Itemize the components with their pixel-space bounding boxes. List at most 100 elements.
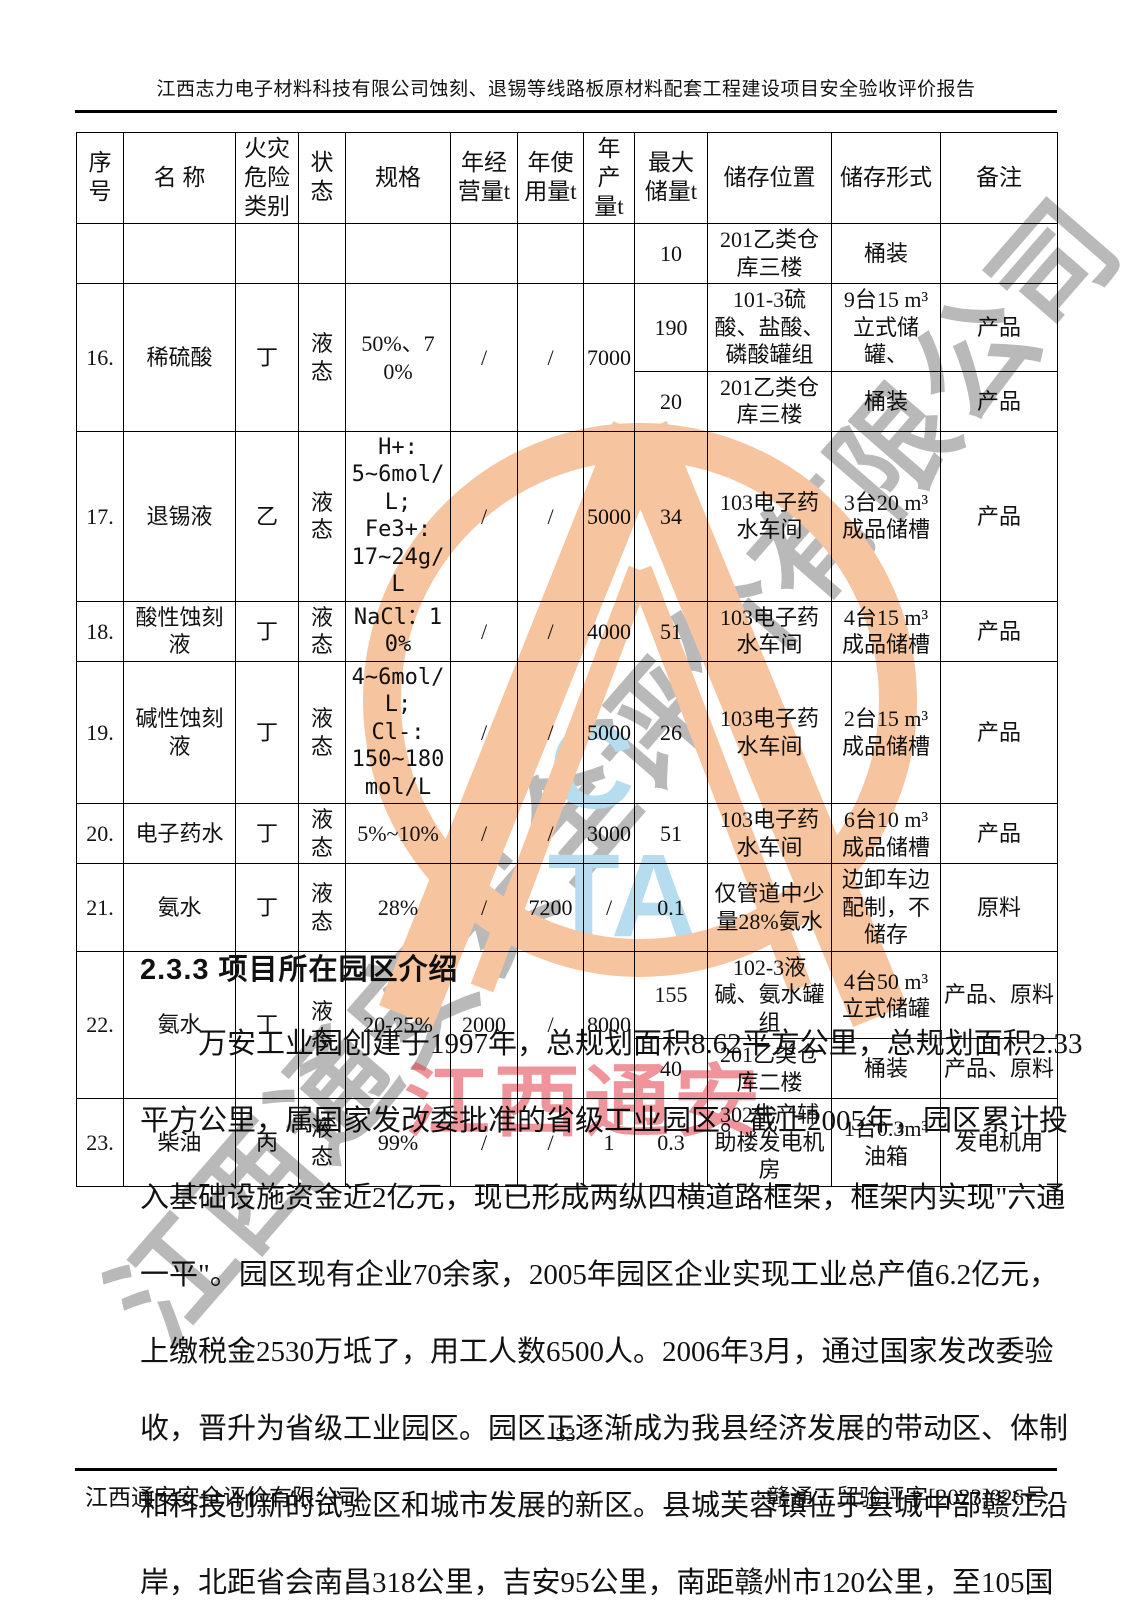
table-row: 21. 氨水丁液态 28%/7200/0.1 仅管道中少量28%氨水 边卸车边配制，不储… bbox=[76, 863, 1058, 952]
table-row: 10 201乙类仓库三楼 桶装 bbox=[76, 223, 1058, 285]
table-cell: 190 bbox=[634, 283, 708, 372]
column-header: 备注 bbox=[940, 131, 1058, 225]
table-cell: 丙 bbox=[235, 1098, 299, 1187]
table-cell: 液态 bbox=[298, 600, 346, 662]
table-cell: 19. bbox=[76, 660, 124, 805]
table-row: 16. 稀硫酸丁液态 50%、70% //7000 190 101-3硫酸、盐酸、磷酸罐组… bbox=[76, 283, 1058, 432]
table-cell: 碱性蚀刻液 bbox=[123, 660, 236, 805]
table-row: 18. 酸性蚀刻液丁液态 NaCl：10% //4000 51 103电子药水车间 4台15… bbox=[76, 600, 1058, 662]
table-cell: 乙 bbox=[235, 430, 299, 602]
table-cell: 丁 bbox=[235, 660, 299, 805]
table-cell: 10 bbox=[634, 223, 708, 285]
table-cell: 柴油 bbox=[123, 1098, 236, 1187]
table-row: 19. 碱性蚀刻液丁液态 4~6mol/L; Cl-: 150~180mol/L / /… bbox=[76, 660, 1058, 805]
body-line: 岸，北距省会南昌318公里，吉安95公里，南距赣州市120公里，至105国 bbox=[140, 1567, 1054, 1599]
column-header: 年经营量t bbox=[450, 131, 518, 225]
column-header: 序号 bbox=[76, 131, 124, 225]
table-cell: 103电子药水车间 bbox=[707, 430, 832, 602]
table-cell: 产品 bbox=[940, 283, 1058, 372]
table-cell: / bbox=[450, 600, 518, 662]
table-cell: 201乙类仓库二楼 bbox=[707, 1038, 832, 1100]
footer-doc-number: 赣通工贸验评字[2023]026号 bbox=[767, 1485, 1047, 1510]
column-header: 年使用量t bbox=[517, 131, 584, 225]
table-cell: 20 bbox=[634, 370, 708, 432]
table-cell bbox=[235, 223, 299, 285]
table-cell: 1台0.3m³油箱 bbox=[831, 1098, 941, 1187]
table-cell: 103电子药水车间 bbox=[707, 660, 832, 805]
page-number: 33 bbox=[555, 1424, 576, 1446]
table-cell: 4000 bbox=[583, 600, 635, 662]
body-line: 上缴税金2530万坻了，用工人数6500人。2006年3月，通过国家发改委验 bbox=[140, 1336, 1054, 1368]
table-cell: 退锡液 bbox=[123, 430, 236, 602]
page-footer: 江西通安安全评价有限公司 赣通工贸验评字[2023]026号 bbox=[85, 1478, 1047, 1512]
table-row: 17. 退锡液乙液态 H+: 5~6mol/L; Fe3+: 17~24g/L //5… bbox=[76, 430, 1058, 602]
table-cell: 34 bbox=[634, 430, 708, 602]
table-cell: 酸性蚀刻液 bbox=[123, 600, 236, 662]
table-cell: 稀硫酸 bbox=[123, 283, 236, 432]
table-cell bbox=[940, 223, 1058, 285]
table-cell: / bbox=[517, 283, 584, 432]
table-row: 20. 电子药水丁液态 5%~10% //3000 51 103电子药水车间 6台10 m³… bbox=[76, 803, 1058, 865]
table-cell: 产品 bbox=[940, 660, 1058, 805]
table-cell: 边卸车边配制，不储存 bbox=[831, 863, 941, 952]
table-cell: 6台10 m³成品储槽 bbox=[831, 803, 941, 865]
table-cell: 发电机用 bbox=[940, 1098, 1058, 1187]
column-header: 名 称 bbox=[123, 131, 236, 225]
column-header: 储存位置 bbox=[707, 131, 832, 225]
column-header: 火灾危险类别 bbox=[235, 131, 299, 225]
body-line: 收，晋升为省级工业园区。园区正逐渐成为我县经济发展的带动区、体制 bbox=[140, 1413, 1069, 1445]
table-cell: 103电子药水车间 bbox=[707, 803, 832, 865]
table-header-row: 序号名 称火灾危险类别 状态 规格 年经营量t 年使用量t 年产量t 最大储量t 储存位置 储存… bbox=[76, 131, 1058, 225]
table-cell: / bbox=[583, 863, 635, 952]
table-cell: 氨水 bbox=[123, 863, 236, 952]
table-cell: 产品 bbox=[940, 600, 1058, 662]
table-cell: 28% bbox=[345, 863, 451, 952]
table-cell: 电子药水 bbox=[123, 803, 236, 865]
table-cell: / bbox=[450, 660, 518, 805]
footer-company: 江西通安安全评价有限公司 bbox=[85, 1485, 361, 1510]
table-cell: 氨水 bbox=[123, 950, 236, 1100]
column-header: 储存形式 bbox=[831, 131, 941, 225]
table-cell: 1 bbox=[583, 1098, 635, 1187]
table-cell: 21. bbox=[76, 863, 124, 952]
table-cell: 桶装 bbox=[831, 370, 941, 432]
table-cell bbox=[298, 223, 346, 285]
table-cell: / bbox=[450, 863, 518, 952]
table-cell: 液态 bbox=[298, 283, 346, 432]
table-cell: 50%、70% bbox=[345, 283, 451, 432]
table-cell: 产品、原料 bbox=[940, 1038, 1058, 1100]
table-row: 40 201乙类仓库二楼 桶装 产品、原料 bbox=[77, 1038, 1058, 1100]
body-line: 和科技创新的试验区和城市发展的新区。县城芙蓉镇位于县城中部赣江沿 bbox=[140, 1490, 1069, 1522]
table-cell: / bbox=[450, 283, 518, 432]
table-cell: 16. bbox=[76, 283, 124, 432]
section-heading: 2.3.3 项目所在园区介绍 bbox=[140, 954, 459, 986]
column-header: 年产量t bbox=[583, 131, 635, 225]
table-cell: 产品 bbox=[940, 370, 1058, 432]
table-cell: 丁 bbox=[235, 283, 299, 432]
table-row: 23. 柴油丙液态 99% //1 0.3 302生产辅助楼发电机房 1台0.3m³油箱 发电… bbox=[76, 1098, 1058, 1187]
table-cell bbox=[583, 223, 635, 285]
column-header: 状态 bbox=[298, 131, 346, 225]
table-cell bbox=[517, 223, 584, 285]
table-cell: 26 bbox=[634, 660, 708, 805]
table-cell: 5000 bbox=[583, 430, 635, 602]
table-cell: 5000 bbox=[583, 660, 635, 805]
table-cell: 101-3硫酸、盐酸、磷酸罐组 bbox=[707, 283, 832, 372]
page-header-title: 江西志力电子材料科技有限公司蚀刻、退锡等线路板原材料配套工程建设项目安全验收评价… bbox=[75, 74, 1057, 113]
table-cell: 18. bbox=[76, 600, 124, 662]
table-cell: 23. bbox=[76, 1098, 124, 1187]
table-cell: / bbox=[517, 803, 584, 865]
table-cell: 丁 bbox=[235, 863, 299, 952]
table-cell: 4台15 m³成品储槽 bbox=[831, 600, 941, 662]
body-line: 万安工业园创建于1997年，总规划面积8.62平方公里，总规划面积2.33 bbox=[198, 1028, 1083, 1060]
table-cell: 17. bbox=[76, 430, 124, 602]
body-line: 入基础设施资金近2亿元，现已形成两纵四横道路框架，框架内实现"六通 bbox=[140, 1182, 1066, 1214]
column-header: 最大储量t bbox=[634, 131, 708, 225]
column-header: 规格 bbox=[345, 131, 451, 225]
table-cell: 液态 bbox=[298, 803, 346, 865]
table-cell: 103电子药水车间 bbox=[707, 600, 832, 662]
table-cell: / bbox=[450, 1098, 518, 1187]
table-cell: 液态 bbox=[298, 430, 346, 602]
body-paragraph: 万安工业园创建于1997年，总规划面积8.62平方公里，总规划面积2.33 平方… bbox=[140, 1006, 1083, 1600]
